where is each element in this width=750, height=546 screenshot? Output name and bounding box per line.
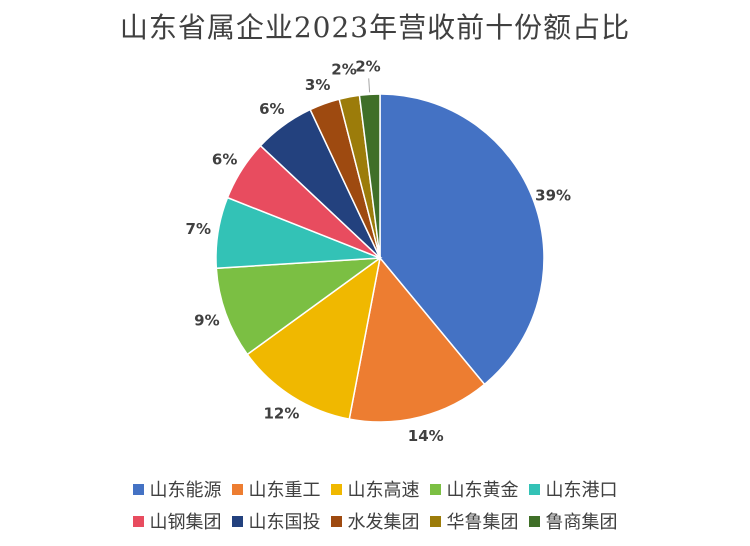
pie-slices: [215, 93, 545, 423]
legend-item: 山钢集团: [132, 508, 222, 534]
legend-item: 山东黄金: [429, 476, 519, 502]
data-label: 6%: [259, 100, 284, 118]
chart-title: 山东省属企业2023年营收前十份额占比: [119, 11, 631, 44]
legend-swatch: [132, 483, 144, 495]
legend-item: 山东重工: [231, 476, 321, 502]
leader-line: [368, 78, 371, 93]
legend-label: 华鲁集团: [446, 512, 519, 533]
pie-slice: [379, 93, 545, 386]
legend-swatch: [231, 515, 243, 527]
legend-swatch: [231, 483, 243, 495]
legend-row: 山钢集团 山东国投 水发集团 华鲁集团 鲁商集团: [132, 508, 618, 534]
data-label: 12%: [263, 404, 299, 422]
data-labels: 39%14%12%9%7%6%6%3%2%2%: [186, 57, 572, 445]
legend-label: 山东能源: [149, 480, 222, 501]
data-label: 2%: [355, 57, 380, 75]
pie-slice: [215, 257, 383, 356]
legend-label: 山东港口: [545, 480, 618, 501]
legend-swatch: [528, 483, 540, 495]
pie-slice: [358, 93, 381, 259]
legend-item: 山东高速: [330, 476, 420, 502]
legend-item: 山东国投: [231, 508, 321, 534]
legend-label: 山东重工: [248, 480, 321, 501]
legend-label: 山东国投: [248, 512, 321, 533]
legend-item: 鲁商集团: [528, 508, 618, 534]
data-label: 2%: [331, 60, 356, 78]
data-label: 3%: [305, 76, 330, 94]
legend-swatch: [429, 515, 441, 527]
legend-swatch: [429, 483, 441, 495]
leader-lines: [368, 78, 371, 93]
legend-swatch: [330, 515, 342, 527]
legend-swatch: [132, 515, 144, 527]
legend: 山东能源 山东重工 山东高速 山东黄金 山东港口 山钢集团 山东国投 水发集团 华鲁集团 鲁商集…: [0, 476, 750, 534]
legend-swatch: [330, 483, 342, 495]
data-label: 6%: [212, 150, 237, 168]
data-label: 39%: [535, 187, 571, 205]
legend-item: 华鲁集团: [429, 508, 519, 534]
legend-item: 水发集团: [330, 508, 420, 534]
pie-slice: [246, 256, 382, 420]
legend-label: 山东高速: [347, 480, 420, 501]
legend-label: 水发集团: [347, 512, 420, 533]
legend-item: 山东港口: [528, 476, 618, 502]
pie-slice: [348, 256, 486, 423]
legend-label: 山钢集团: [149, 512, 222, 533]
legend-label: 鲁商集团: [545, 512, 618, 533]
legend-item: 山东能源: [132, 476, 222, 502]
data-label: 9%: [194, 311, 219, 329]
legend-row: 山东能源 山东重工 山东高速 山东黄金 山东港口: [132, 476, 618, 502]
legend-label: 山东黄金: [446, 480, 519, 501]
legend-swatch: [528, 515, 540, 527]
data-label: 7%: [186, 220, 211, 238]
data-label: 14%: [408, 427, 444, 445]
